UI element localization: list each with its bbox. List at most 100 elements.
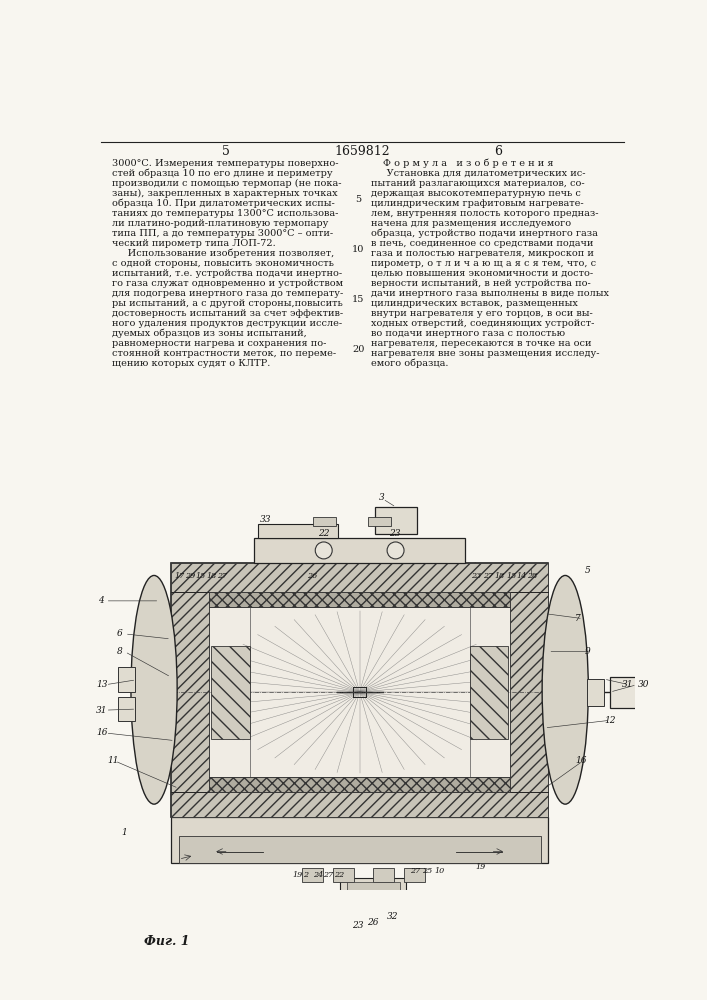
Text: го газа служат одновременно и устройством: го газа служат одновременно и устройство… (112, 279, 343, 288)
Text: емого образца.: емого образца. (371, 359, 449, 368)
Bar (587, 679, 604, 706)
Text: 10: 10 (352, 245, 364, 254)
Text: 19: 19 (475, 863, 486, 871)
Text: начена для размещения исследуемого: начена для размещения исследуемого (371, 219, 571, 228)
Text: ходных отверстий, соединяющих устройст-: ходных отверстий, соединяющих устройст- (371, 319, 595, 328)
Text: 32: 32 (387, 912, 398, 921)
Bar (209, 607, 510, 777)
Bar (313, 517, 337, 526)
Text: 27: 27 (217, 572, 228, 580)
Text: с одной стороны, повысить экономичность: с одной стороны, повысить экономичность (112, 259, 334, 268)
Text: 5: 5 (222, 145, 230, 158)
Text: Использование изобретения позволяет,: Использование изобретения позволяет, (112, 249, 334, 258)
Text: 15: 15 (352, 295, 364, 304)
Text: во подачи инертного газа с полостью: во подачи инертного газа с полостью (371, 329, 566, 338)
Text: стей образца 10 по его длине и периметру: стей образца 10 по его длине и периметру (112, 169, 332, 178)
Text: 15: 15 (196, 572, 206, 580)
Text: 9: 9 (585, 647, 590, 656)
Bar (118, 667, 135, 692)
Text: 1659812: 1659812 (334, 145, 390, 158)
Text: пирометр, о т л и ч а ю щ а я с я тем, что, с: пирометр, о т л и ч а ю щ а я с я тем, ч… (371, 259, 596, 268)
Bar (171, 563, 549, 592)
Text: 27: 27 (483, 572, 493, 580)
Text: внутри нагревателя у его торцов, в оси вы-: внутри нагревателя у его торцов, в оси в… (371, 309, 593, 318)
Text: достоверность испытаний за счет эффектив-: достоверность испытаний за счет эффектив… (112, 309, 343, 318)
Text: 13: 13 (96, 680, 107, 689)
Bar (302, 868, 324, 882)
Text: в печь, соединенное со средствами подачи: в печь, соединенное со средствами подачи (371, 239, 594, 248)
Text: Ф о р м у л а   и з о б р е т е н и я: Ф о р м у л а и з о б р е т е н и я (382, 158, 554, 168)
Text: 23: 23 (390, 529, 401, 538)
Text: образца, устройство подачи инертного газа: образца, устройство подачи инертного газ… (371, 229, 598, 238)
Text: 30: 30 (638, 680, 650, 689)
Text: 1: 1 (121, 828, 127, 837)
Text: испытаний, т.е. устройства подачи инертно-: испытаний, т.е. устройства подачи инертн… (112, 269, 341, 278)
Text: ческий пирометр типа ЛОП-72.: ческий пирометр типа ЛОП-72. (112, 239, 276, 248)
Bar (375, 507, 417, 534)
Text: 5: 5 (355, 195, 361, 204)
Text: 10: 10 (434, 867, 445, 875)
Text: 33: 33 (260, 515, 271, 524)
Text: держащая высокотемпературную печь с: держащая высокотемпературную печь с (371, 189, 581, 198)
Text: 16: 16 (575, 756, 587, 765)
Bar (209, 777, 510, 792)
Text: равномерности нагрева и сохранения по-: равномерности нагрева и сохранения по- (112, 339, 326, 348)
Text: 23: 23 (472, 572, 481, 580)
Text: 19: 19 (293, 871, 303, 879)
Bar (404, 868, 425, 882)
Text: 24: 24 (313, 871, 324, 879)
Text: 28: 28 (527, 572, 537, 580)
Bar (211, 646, 250, 739)
Text: ли платино-родий-платиновую термопару: ли платино-родий-платиновую термопару (112, 219, 328, 228)
Text: 22: 22 (317, 529, 329, 538)
Text: 29: 29 (185, 572, 195, 580)
Text: газа и полостью нагревателя, микроскоп и: газа и полостью нагревателя, микроскоп и (371, 249, 594, 258)
Text: 18: 18 (206, 572, 216, 580)
Text: нагревателя вне зоны размещения исследу-: нагревателя вне зоны размещения исследу- (371, 349, 600, 358)
Text: таниях до температуры 1300°С использова-: таниях до температуры 1300°С использова- (112, 209, 338, 218)
Text: 26: 26 (307, 572, 317, 580)
Text: типа ПП, а до температуры 3000°С – опти-: типа ПП, а до температуры 3000°С – опти- (112, 229, 333, 238)
Text: 27: 27 (324, 871, 334, 879)
Text: дуемых образцов из зоны испытаний,: дуемых образцов из зоны испытаний, (112, 329, 306, 338)
Bar (373, 868, 395, 882)
Bar (254, 538, 465, 563)
Bar (179, 836, 541, 863)
Text: 12: 12 (604, 716, 616, 725)
Text: 2: 2 (303, 871, 308, 879)
Text: ного удаления продуктов деструкции иссле-: ного удаления продуктов деструкции иссле… (112, 319, 341, 328)
Text: для подогрева инертного газа до температу-: для подогрева инертного газа до температ… (112, 289, 343, 298)
Bar (368, 517, 391, 526)
Text: 23: 23 (352, 921, 363, 930)
Text: 17: 17 (175, 572, 185, 580)
Text: 22: 22 (334, 871, 344, 879)
Text: 31: 31 (621, 680, 633, 689)
Text: 20: 20 (352, 345, 364, 354)
Text: дачи инертного газа выполнены в виде полых: дачи инертного газа выполнены в виде пол… (371, 289, 609, 298)
Bar (340, 878, 406, 913)
Text: 4: 4 (98, 596, 104, 605)
Bar (258, 524, 338, 538)
Text: 25: 25 (422, 867, 432, 875)
Bar (118, 697, 135, 721)
Text: 14: 14 (516, 572, 526, 580)
Text: 31: 31 (96, 706, 107, 715)
Bar (171, 817, 549, 863)
Text: 7: 7 (575, 614, 581, 623)
Bar (333, 868, 354, 882)
Text: щению которых судят о КЛТР.: щению которых судят о КЛТР. (112, 359, 270, 368)
Text: цилиндрическим графитовым нагревате-: цилиндрическим графитовым нагревате- (371, 199, 584, 208)
Text: 5: 5 (585, 566, 590, 575)
Text: пытаний разлагающихся материалов, со-: пытаний разлагающихся материалов, со- (371, 179, 585, 188)
Text: производили с помощью термопар (не пока-: производили с помощью термопар (не пока- (112, 179, 341, 188)
Text: 8: 8 (117, 647, 123, 656)
Ellipse shape (131, 575, 177, 804)
Bar (648, 687, 658, 697)
Text: 3: 3 (379, 493, 385, 502)
Circle shape (315, 542, 332, 559)
Circle shape (387, 542, 404, 559)
Bar (346, 882, 399, 909)
Bar (171, 792, 549, 817)
Text: 11: 11 (107, 756, 119, 765)
Text: целью повышения экономичности и досто-: целью повышения экономичности и досто- (371, 269, 593, 278)
